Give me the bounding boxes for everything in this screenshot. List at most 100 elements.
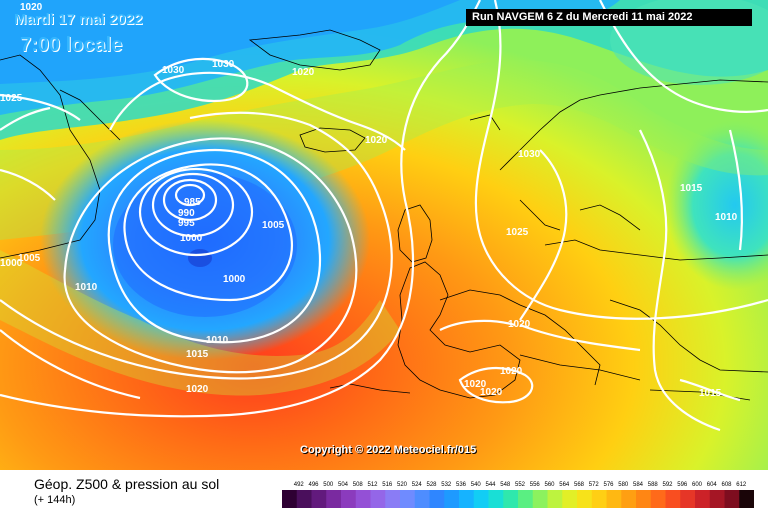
pressure-label: 1015 — [186, 349, 209, 360]
legend-swatch — [503, 490, 519, 508]
legend-swatch — [650, 490, 666, 508]
pressure-label: 1020 — [464, 379, 487, 390]
pressure-label: 1015 — [680, 183, 703, 194]
map-title: Géop. Z500 & pression au sol — [34, 476, 220, 492]
legend-tick: 608 — [722, 482, 733, 488]
color-legend: 492 496 500 504 508 512 516 520 524 528 532 536 540 5… — [282, 482, 754, 508]
legend-swatch — [282, 490, 298, 508]
legend-tick: 520 — [397, 482, 408, 488]
pressure-label: 1005 — [18, 253, 41, 264]
legend-swatch — [665, 490, 681, 508]
legend-tick: 504 — [338, 482, 349, 488]
legend-swatch — [724, 490, 740, 508]
forecast-date: Mardi 17 mai 2022 — [14, 11, 143, 28]
legend-tick: 516 — [382, 482, 393, 488]
pressure-label: 1000 — [0, 258, 23, 269]
legend-swatch — [473, 490, 489, 508]
legend-tick: 568 — [574, 482, 585, 488]
legend-tick: 604 — [707, 482, 718, 488]
legend-swatch — [444, 490, 460, 508]
forecast-local-time: 7:00 locale — [20, 34, 123, 56]
legend-tick: 580 — [618, 482, 629, 488]
pressure-label: 995 — [178, 218, 195, 229]
legend-tick: 496 — [309, 482, 320, 488]
legend-tick: 576 — [604, 482, 615, 488]
legend-swatch — [636, 490, 652, 508]
pressure-label: 1010 — [715, 212, 738, 223]
legend-tick: 532 — [441, 482, 452, 488]
run-info-banner: Run NAVGEM 6 Z du Mercredi 11 mai 2022 — [466, 9, 752, 26]
legend-swatch — [459, 490, 475, 508]
legend-tick: 572 — [589, 482, 600, 488]
legend-tick: 500 — [323, 482, 334, 488]
legend-tick: 592 — [663, 482, 674, 488]
legend-tick: 508 — [353, 482, 364, 488]
legend-tick: 588 — [648, 482, 659, 488]
pressure-label: 1025 — [0, 93, 23, 104]
legend-swatch — [414, 490, 430, 508]
legend-tick: 528 — [427, 482, 438, 488]
legend-tick: 492 — [294, 482, 305, 488]
pressure-label: 1010 — [206, 335, 229, 346]
isobars — [0, 0, 768, 430]
pressure-label: 1030 — [162, 65, 185, 76]
legend-swatch — [680, 490, 696, 508]
legend-tick: 524 — [412, 482, 423, 488]
pressure-label: 990 — [178, 208, 195, 219]
legend-swatch — [562, 490, 578, 508]
legend-swatch — [296, 490, 312, 508]
legend-tick: 564 — [559, 482, 570, 488]
legend-swatch — [709, 490, 725, 508]
pressure-label: 985 — [184, 197, 201, 208]
legend-swatch — [695, 490, 711, 508]
pressure-label: 1020 — [508, 319, 531, 330]
legend-swatch — [311, 490, 327, 508]
legend-swatch — [355, 490, 371, 508]
legend-swatch — [429, 490, 445, 508]
legend-swatch — [488, 490, 504, 508]
legend-swatch — [370, 490, 386, 508]
legend-swatch — [577, 490, 593, 508]
pressure-label: 1020 — [186, 384, 209, 395]
legend-tick: 612 — [736, 482, 747, 488]
legend-tick: 584 — [633, 482, 644, 488]
legend-swatch — [532, 490, 548, 508]
pressure-label: 1025 — [506, 227, 529, 238]
legend-tick: 552 — [515, 482, 526, 488]
pressure-label: 1020 — [20, 2, 43, 13]
pressure-labels: 1020102510301030102010209859909951000100… — [0, 2, 738, 399]
pressure-map: 1020102510301030102010209859909951000100… — [0, 0, 768, 470]
pressure-label: 1000 — [180, 233, 203, 244]
legend-tick: 544 — [486, 482, 497, 488]
legend-tick: 560 — [545, 482, 556, 488]
legend-tick: 556 — [530, 482, 541, 488]
pressure-label: 1020 — [365, 135, 388, 146]
legend-swatch — [385, 490, 401, 508]
legend-tick: 540 — [471, 482, 482, 488]
pressure-label: 1030 — [518, 149, 541, 160]
legend-swatch — [547, 490, 563, 508]
pressure-label: 1030 — [212, 59, 235, 70]
legend-swatch — [326, 490, 342, 508]
pressure-label: 1010 — [75, 282, 98, 293]
legend-tick: 536 — [456, 482, 467, 488]
legend-swatch — [606, 490, 622, 508]
legend-swatch — [621, 490, 637, 508]
pressure-label: 1020 — [480, 387, 503, 398]
pressure-label: 1020 — [500, 366, 523, 377]
pressure-label: 1000 — [223, 274, 246, 285]
legend-swatch — [518, 490, 534, 508]
legend-tick: 512 — [368, 482, 379, 488]
legend-tick: 600 — [692, 482, 703, 488]
copyright-text: Copyright © 2022 Meteociel.fr/015 — [300, 444, 477, 456]
lead-time: (+ 144h) — [34, 494, 76, 506]
legend-swatch — [591, 490, 607, 508]
pressure-label: 1020 — [292, 67, 315, 78]
legend-swatch — [400, 490, 416, 508]
legend-tick: 596 — [677, 482, 688, 488]
legend-swatch — [341, 490, 357, 508]
legend-tick: 548 — [500, 482, 511, 488]
legend-swatch — [739, 490, 754, 508]
pressure-label: 1005 — [262, 220, 285, 231]
pressure-label: 1015 — [699, 388, 722, 399]
